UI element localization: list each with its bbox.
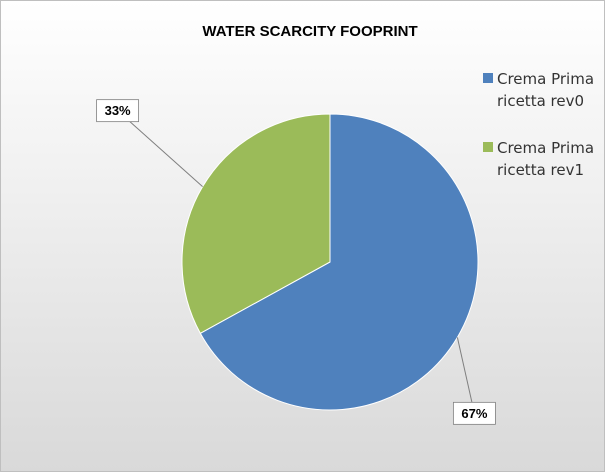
pie-slice xyxy=(199,113,479,411)
legend-swatch xyxy=(483,142,493,152)
legend-label: Crema Prima ricetta rev1 xyxy=(497,139,595,179)
leader-line xyxy=(117,110,203,188)
pie-slice xyxy=(181,113,331,334)
chart-title: WATER SCARCITY FOOPRINT xyxy=(202,23,417,40)
legend-swatch xyxy=(483,73,493,83)
leader-line xyxy=(456,337,475,414)
data-label: 67% xyxy=(461,406,487,421)
data-label-box xyxy=(452,401,496,425)
legend-label: Crema Prima ricetta rev0 xyxy=(497,70,595,110)
data-label-box xyxy=(96,99,140,123)
data-label: 33% xyxy=(105,103,131,118)
